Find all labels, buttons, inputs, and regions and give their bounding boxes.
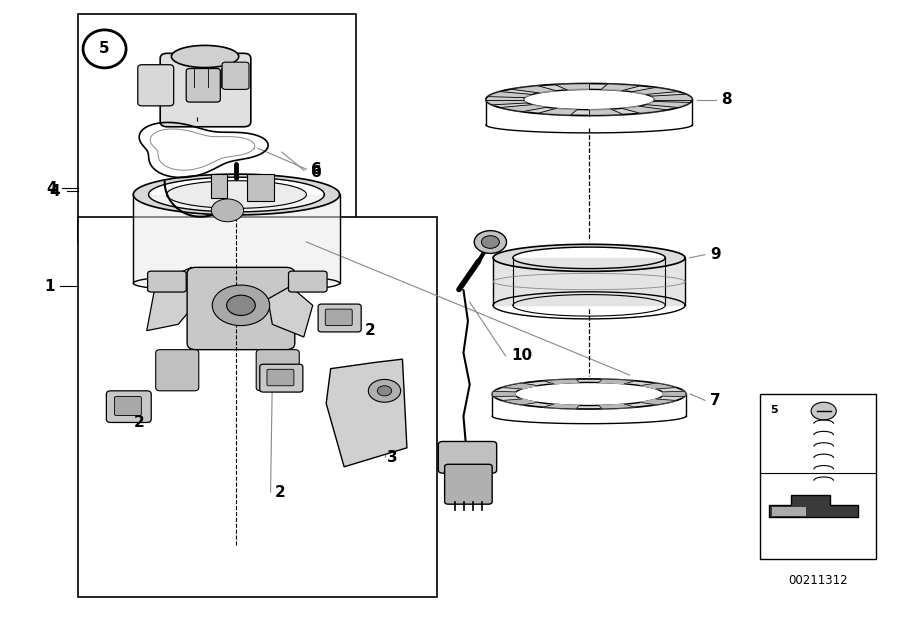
FancyBboxPatch shape (148, 271, 186, 292)
Circle shape (482, 236, 500, 248)
Polygon shape (501, 383, 537, 389)
Polygon shape (641, 383, 677, 389)
Polygon shape (493, 244, 685, 272)
Bar (760, 394, 877, 558)
Polygon shape (543, 404, 579, 409)
Text: 5: 5 (99, 41, 110, 57)
Text: 9: 9 (710, 247, 721, 262)
Polygon shape (493, 258, 685, 305)
FancyBboxPatch shape (325, 309, 352, 326)
Polygon shape (662, 391, 686, 397)
Circle shape (377, 386, 392, 396)
FancyBboxPatch shape (186, 69, 220, 102)
Polygon shape (622, 106, 668, 113)
Polygon shape (268, 286, 312, 337)
Polygon shape (646, 101, 690, 107)
Circle shape (474, 231, 507, 253)
Ellipse shape (83, 30, 126, 68)
Polygon shape (554, 83, 590, 90)
FancyBboxPatch shape (318, 304, 361, 332)
Polygon shape (147, 267, 205, 331)
Text: 6: 6 (310, 162, 321, 177)
Text: 4: 4 (50, 184, 59, 199)
FancyBboxPatch shape (187, 267, 295, 350)
Text: 7: 7 (710, 393, 721, 408)
FancyBboxPatch shape (222, 62, 249, 90)
Polygon shape (601, 84, 641, 91)
Polygon shape (599, 404, 635, 409)
Polygon shape (537, 108, 577, 115)
Polygon shape (651, 94, 692, 100)
Bar (772, 507, 806, 516)
Polygon shape (510, 86, 556, 93)
FancyBboxPatch shape (106, 391, 151, 422)
Circle shape (212, 199, 244, 222)
FancyBboxPatch shape (438, 441, 497, 473)
Polygon shape (133, 174, 339, 215)
FancyBboxPatch shape (160, 53, 251, 127)
Polygon shape (488, 92, 532, 98)
Polygon shape (543, 379, 579, 384)
Text: 5: 5 (770, 405, 778, 415)
FancyBboxPatch shape (114, 396, 141, 415)
FancyBboxPatch shape (289, 271, 327, 292)
Polygon shape (492, 391, 516, 397)
Text: 2: 2 (275, 485, 286, 500)
Ellipse shape (171, 45, 238, 67)
Text: 8: 8 (721, 92, 732, 107)
Text: 1: 1 (45, 279, 55, 294)
Polygon shape (486, 83, 692, 116)
FancyBboxPatch shape (256, 350, 300, 391)
Polygon shape (500, 105, 546, 112)
Circle shape (368, 380, 400, 402)
Bar (77, 217, 436, 597)
Polygon shape (641, 399, 677, 405)
FancyBboxPatch shape (260, 364, 303, 392)
Text: 6: 6 (310, 165, 321, 180)
FancyBboxPatch shape (445, 464, 492, 504)
FancyBboxPatch shape (267, 370, 294, 386)
FancyBboxPatch shape (138, 65, 174, 106)
Polygon shape (166, 181, 306, 209)
Bar (212, 174, 228, 198)
Text: 00211312: 00211312 (788, 574, 848, 588)
Polygon shape (769, 495, 859, 518)
Polygon shape (492, 379, 686, 409)
Polygon shape (501, 399, 537, 405)
Polygon shape (326, 359, 407, 467)
Polygon shape (133, 195, 339, 283)
Circle shape (212, 285, 270, 326)
Circle shape (227, 295, 256, 315)
Text: 10: 10 (511, 349, 532, 364)
Polygon shape (486, 100, 527, 105)
Bar (248, 174, 274, 201)
Polygon shape (599, 379, 635, 384)
Polygon shape (590, 109, 624, 116)
Text: 2: 2 (134, 415, 145, 430)
Text: 4: 4 (47, 181, 57, 196)
Circle shape (811, 402, 836, 420)
Text: 2: 2 (364, 323, 375, 338)
Text: 3: 3 (387, 450, 398, 465)
Polygon shape (632, 87, 679, 95)
Bar (77, 14, 356, 242)
FancyBboxPatch shape (156, 350, 199, 391)
